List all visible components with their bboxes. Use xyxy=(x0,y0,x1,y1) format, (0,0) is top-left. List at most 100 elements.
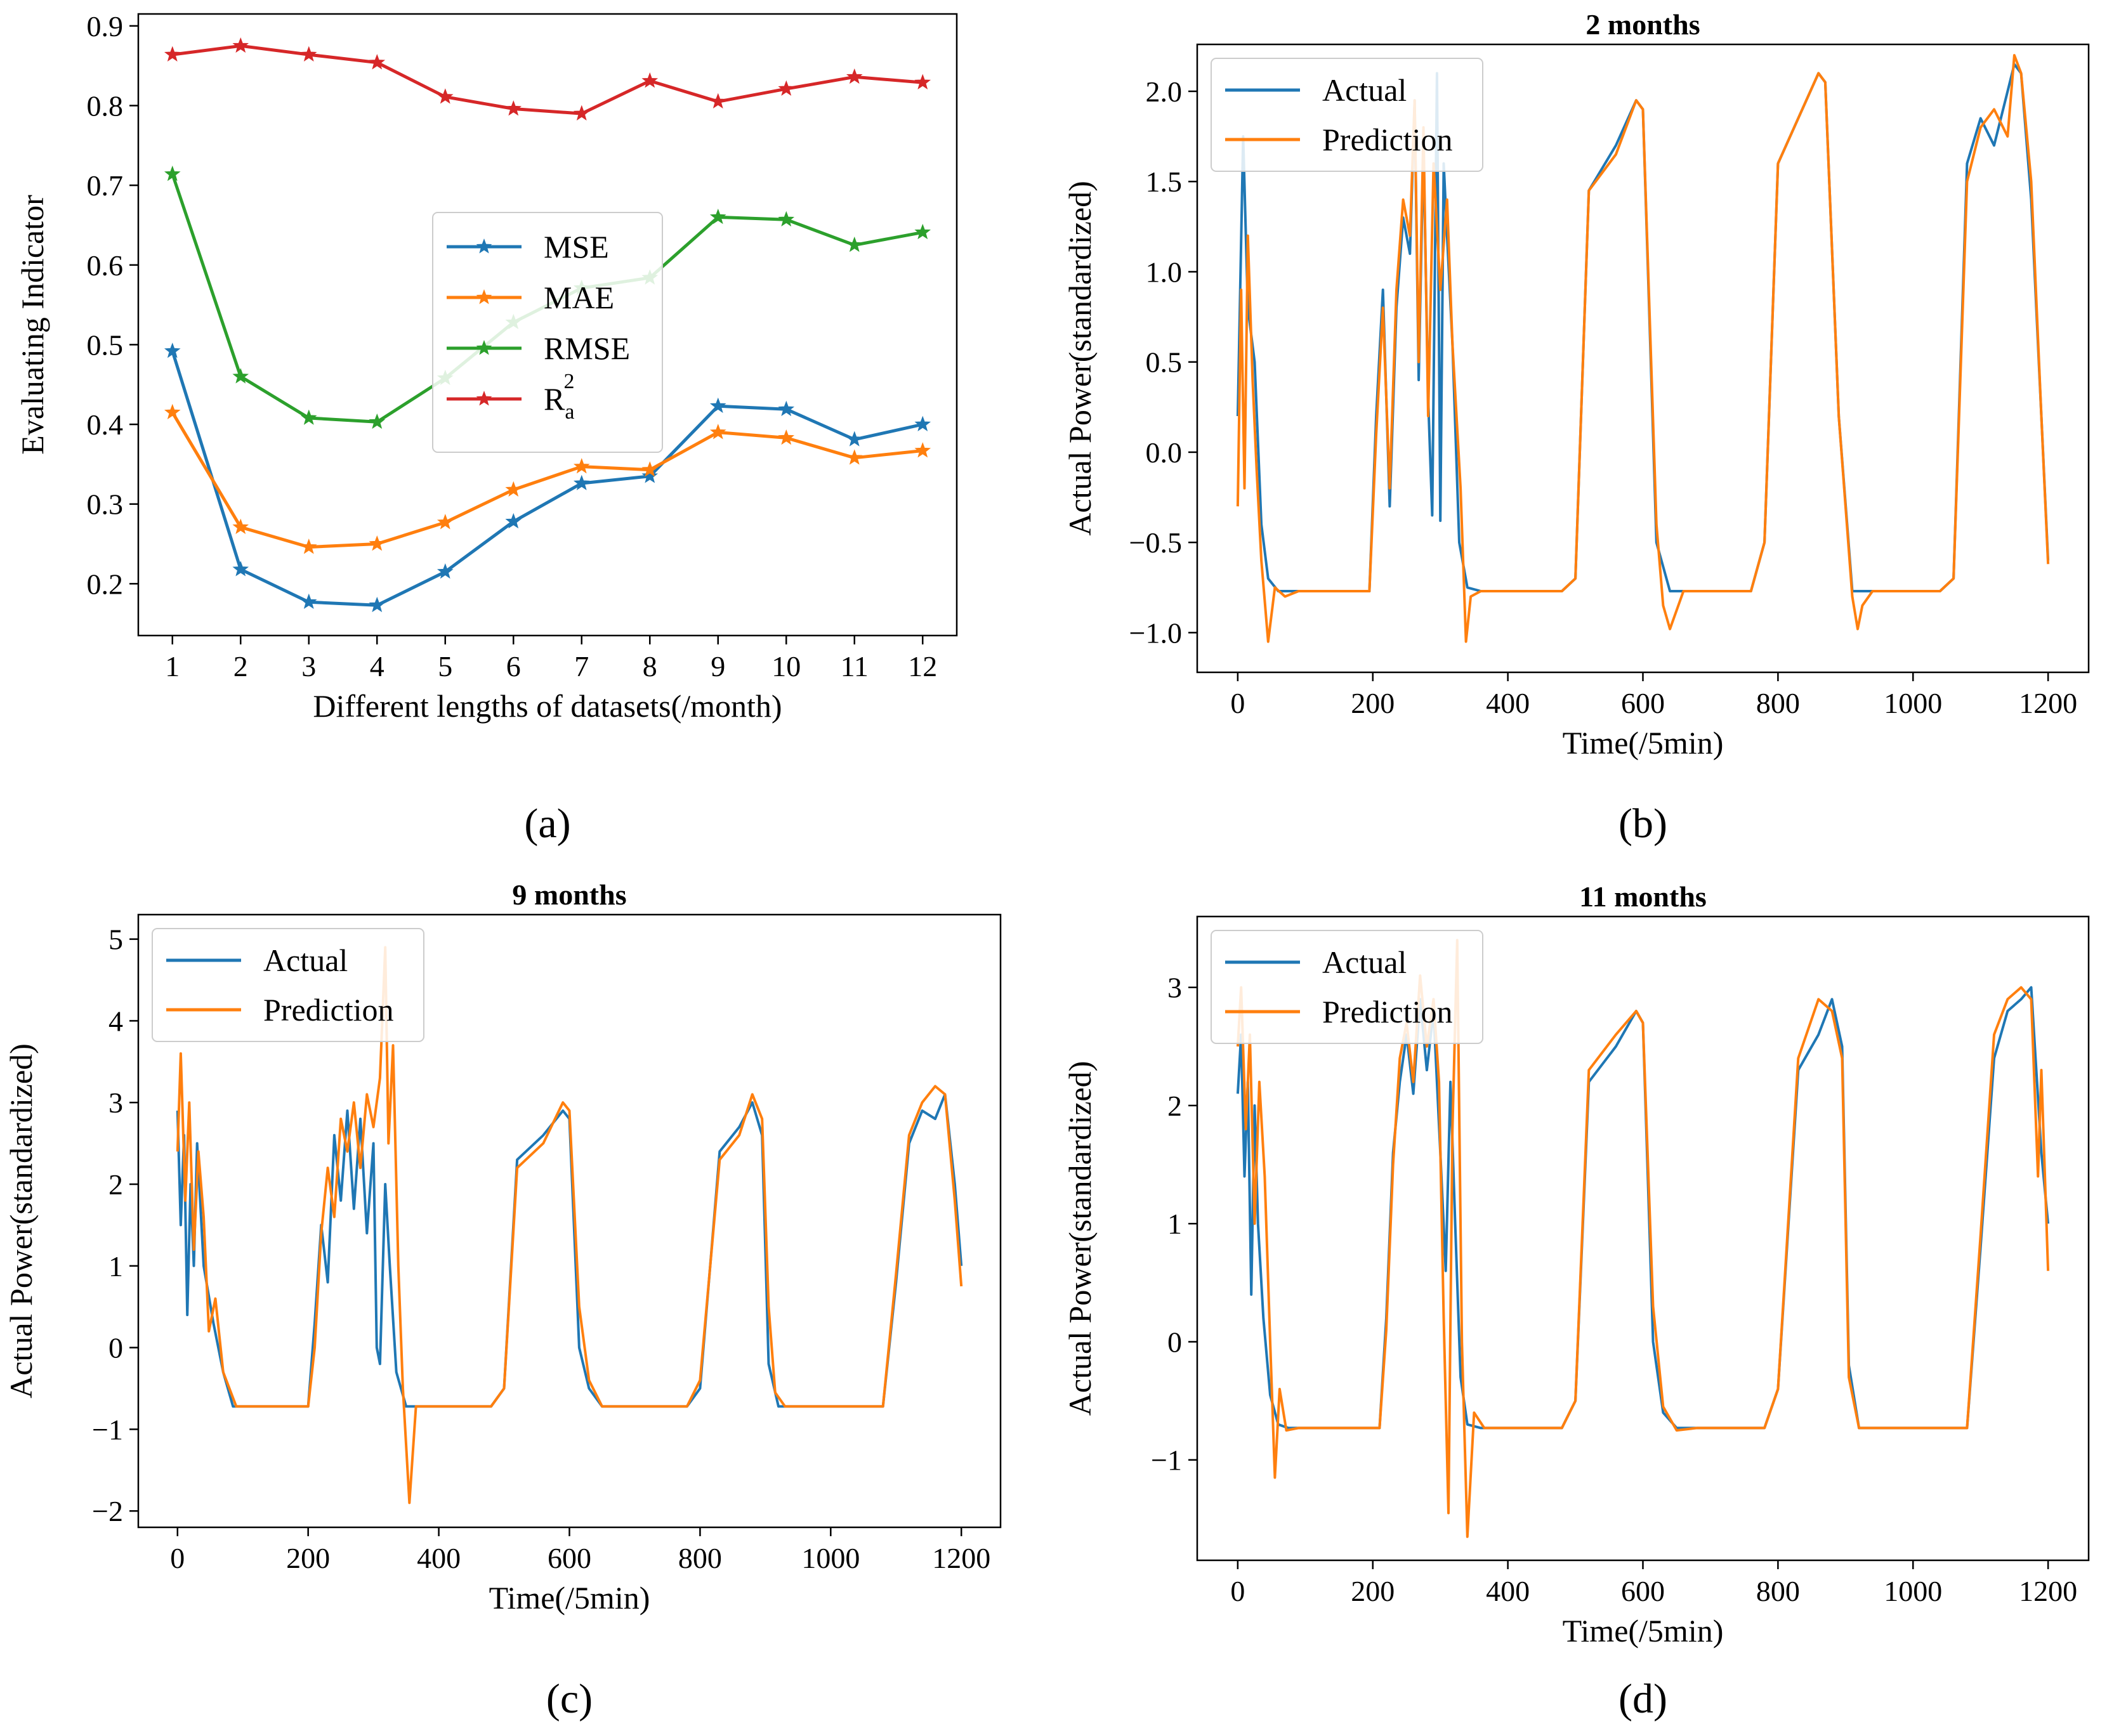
y-axis-label: Actual Power(standardized) xyxy=(3,1043,39,1399)
y-tick-label: 0.8 xyxy=(87,89,124,122)
y-tick-label: 1.0 xyxy=(1146,256,1183,288)
y-tick-label: 4 xyxy=(108,1005,123,1037)
x-tick-label: 2 xyxy=(233,650,248,682)
data-point xyxy=(641,461,659,477)
data-point xyxy=(573,458,590,474)
data-point xyxy=(573,474,590,490)
data-point xyxy=(369,54,386,70)
x-tick-label: 800 xyxy=(678,1542,722,1574)
chart-panel-4: 11 months 0 200 400 600 800 1000 1200 −1 0 1 2 3 Time… xyxy=(1062,880,2090,1648)
data-point xyxy=(846,236,863,252)
x-tick-label: 600 xyxy=(1621,1575,1665,1607)
x-tick-label: 1000 xyxy=(1884,687,1942,719)
data-point xyxy=(914,74,931,89)
plot-area xyxy=(164,37,931,613)
axes-frame xyxy=(137,13,958,637)
x-tick-label: 5 xyxy=(438,650,452,682)
x-tick-label: 400 xyxy=(417,1542,461,1574)
legend-box xyxy=(1211,58,1483,172)
data-point xyxy=(709,208,726,225)
x-tick-label: 3 xyxy=(301,650,316,682)
x-tick-label: 6 xyxy=(506,650,521,682)
x-tick-label: 0 xyxy=(1230,687,1245,719)
legend-label-mse: MSE xyxy=(544,229,609,264)
y-axis-label: Actual Power(standardized) xyxy=(1062,1061,1098,1416)
data-point xyxy=(232,561,249,577)
data-point xyxy=(300,46,317,62)
y-axis-label: Actual Power(standardized) xyxy=(1062,181,1098,536)
data-point xyxy=(641,72,659,88)
y-tick-label: −1.0 xyxy=(1129,617,1182,649)
x-tick-label: 9 xyxy=(711,650,725,682)
data-point xyxy=(300,538,317,554)
data-point xyxy=(573,105,590,121)
x-tick-label: 1200 xyxy=(2019,687,2077,719)
y-tick-label: 0.6 xyxy=(87,249,124,282)
series-line-mae xyxy=(171,411,923,549)
y-tick-label: 3 xyxy=(108,1087,123,1119)
legend-marker xyxy=(476,340,492,355)
legend-label-prediction: Prediction xyxy=(1322,122,1453,157)
y-tick-label: −1 xyxy=(1151,1444,1182,1477)
x-axis-label: Time(/5min) xyxy=(1563,1613,1724,1648)
x-axis-label: Different lengths of datasets(/month) xyxy=(313,688,782,724)
plot-area xyxy=(1236,54,2050,643)
data-point xyxy=(437,514,454,530)
legend: MSE MAE RMSE Ra2 xyxy=(432,212,663,453)
x-tick-label: 8 xyxy=(643,650,657,682)
x-tick-label: 11 xyxy=(841,650,869,682)
x-tick-label: 1200 xyxy=(2019,1575,2077,1607)
data-point xyxy=(914,223,931,240)
legend-label-actual: Actual xyxy=(1322,944,1407,980)
x-tick-label: 4 xyxy=(370,650,384,682)
data-point xyxy=(846,68,863,84)
legend-box xyxy=(432,212,663,453)
y-tick-label: 2 xyxy=(1167,1090,1182,1122)
legend-marker xyxy=(476,391,492,406)
legend-marker xyxy=(476,238,492,254)
x-tick-label: 1200 xyxy=(932,1542,990,1574)
data-point xyxy=(914,415,931,431)
x-tick-label: 200 xyxy=(1351,687,1395,719)
data-point xyxy=(437,88,454,104)
legend-label-prediction: Prediction xyxy=(1322,994,1453,1029)
legend: Actual Prediction xyxy=(1211,930,1483,1044)
data-point xyxy=(641,467,659,483)
chart-panel-1: 1 2 3 4 5 6 7 8 9 10 11 120.20.30.40.50.60.70.80.9D… xyxy=(15,10,958,724)
y-tick-label: 0 xyxy=(1167,1326,1182,1358)
y-tick-label: 0.2 xyxy=(87,568,124,600)
data-point xyxy=(778,80,795,96)
data-point xyxy=(164,403,181,420)
x-tick-label: 7 xyxy=(574,650,589,682)
series-line-mse xyxy=(171,350,923,607)
y-tick-label: −0.5 xyxy=(1129,526,1182,559)
data-point xyxy=(437,563,454,579)
data-point xyxy=(778,211,795,227)
x-tick-label: 600 xyxy=(548,1542,591,1574)
y-tick-label: 0.7 xyxy=(87,169,124,202)
x-tick-label: 1 xyxy=(165,650,180,682)
panel-caption: (a) xyxy=(524,800,570,847)
y-tick-label: 0.4 xyxy=(87,408,124,441)
legend-marker xyxy=(476,289,492,304)
x-tick-label: 0 xyxy=(1230,1575,1245,1607)
data-point xyxy=(232,518,249,534)
y-tick-label: 1 xyxy=(1167,1208,1182,1240)
series-line-actual xyxy=(176,1093,963,1408)
data-point xyxy=(846,449,863,465)
series-line-prediction xyxy=(176,946,963,1504)
series-line-r xyxy=(172,44,923,115)
data-point xyxy=(232,368,249,384)
legend-label-r: Ra2 xyxy=(544,370,574,424)
series-line-prediction xyxy=(1236,939,2050,1538)
x-tick-label: 800 xyxy=(1756,1575,1800,1607)
x-tick-label: 200 xyxy=(286,1542,330,1574)
data-point xyxy=(914,442,931,458)
y-tick-label: 3 xyxy=(1167,972,1182,1004)
x-tick-label: 600 xyxy=(1621,687,1665,719)
data-point xyxy=(164,46,181,62)
panel-caption: (d) xyxy=(1618,1676,1667,1722)
x-tick-label: 10 xyxy=(771,650,801,682)
legend-label-prediction: Prediction xyxy=(263,992,394,1028)
